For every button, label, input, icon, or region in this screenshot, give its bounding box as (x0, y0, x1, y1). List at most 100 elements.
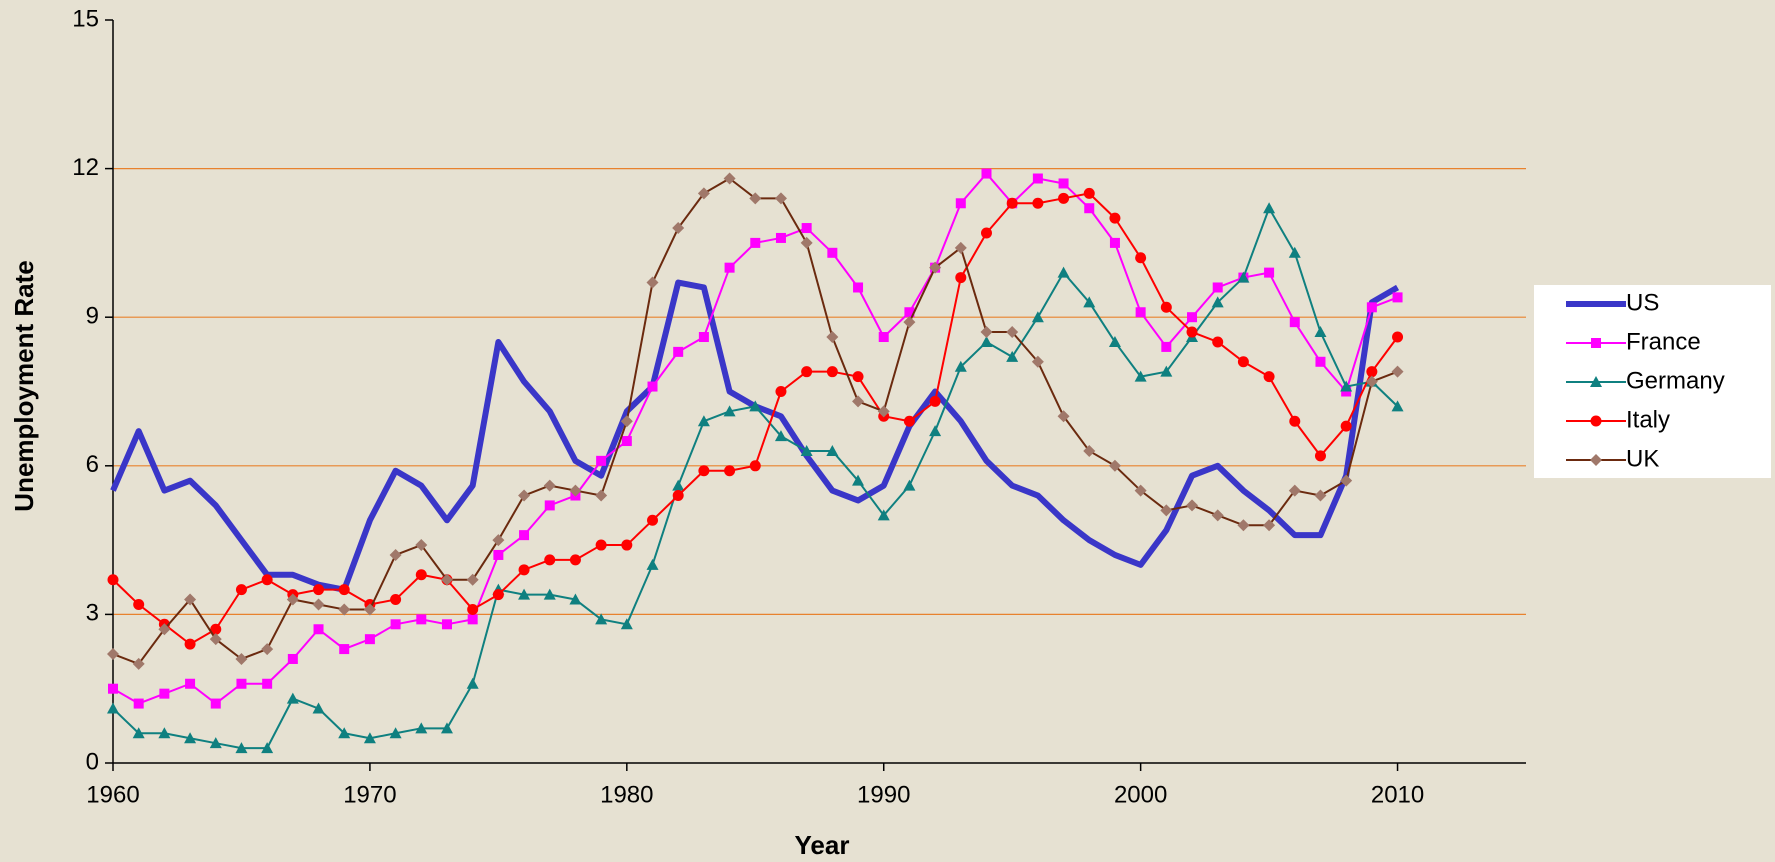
marker (697, 187, 710, 200)
marker (518, 588, 531, 600)
marker (826, 444, 839, 456)
marker (647, 514, 659, 526)
marker (492, 534, 505, 547)
marker (903, 316, 916, 329)
marker (1160, 301, 1172, 313)
marker (955, 198, 966, 209)
marker (338, 603, 351, 616)
marker (1135, 252, 1147, 264)
marker (955, 272, 967, 284)
marker (853, 282, 864, 293)
marker (980, 326, 993, 339)
marker (1263, 371, 1275, 383)
marker (158, 623, 171, 636)
marker (826, 331, 839, 344)
marker (1237, 356, 1249, 368)
marker (1263, 519, 1276, 532)
marker (878, 332, 889, 343)
marker (184, 638, 196, 650)
marker (312, 598, 325, 611)
marker (1108, 335, 1121, 347)
marker (646, 558, 659, 570)
marker (441, 619, 452, 630)
marker (132, 657, 145, 670)
y-tick-label: 15 (72, 5, 99, 32)
marker (775, 232, 786, 243)
marker (647, 381, 658, 392)
marker (774, 192, 787, 205)
marker (210, 698, 221, 709)
marker (1057, 410, 1070, 423)
marker (1058, 192, 1070, 204)
marker (749, 192, 762, 205)
marker (518, 564, 530, 576)
marker (1084, 203, 1095, 214)
marker (877, 509, 890, 521)
marker (698, 465, 710, 477)
marker (672, 222, 685, 235)
legend-label: Germany (1626, 367, 1725, 394)
marker (852, 371, 864, 383)
x-tick-label: 2000 (1114, 781, 1167, 808)
marker (312, 702, 325, 714)
marker (1237, 519, 1250, 532)
marker (133, 698, 144, 709)
marker (904, 307, 915, 318)
marker (1083, 187, 1095, 199)
marker (107, 648, 119, 661)
marker (1263, 202, 1276, 214)
marker (724, 262, 735, 273)
marker (416, 614, 427, 625)
marker (1340, 420, 1352, 432)
marker (673, 346, 684, 357)
marker (595, 489, 608, 502)
marker (1392, 292, 1403, 303)
x-tick-label: 1990 (857, 781, 910, 808)
marker (1058, 178, 1069, 189)
marker (954, 241, 967, 254)
marker (1057, 266, 1070, 278)
marker (1083, 296, 1096, 308)
marker (262, 678, 273, 689)
marker (1289, 317, 1300, 328)
marker (981, 168, 992, 179)
marker (1006, 326, 1019, 339)
y-tick-label: 6 (86, 451, 99, 478)
marker (827, 247, 838, 258)
x-tick-label: 1960 (86, 781, 139, 808)
marker (877, 405, 890, 418)
marker (543, 588, 556, 600)
marker (1289, 415, 1301, 427)
marker (364, 634, 375, 645)
marker (1237, 271, 1250, 283)
marker (1186, 326, 1198, 338)
marker (261, 742, 274, 754)
marker (1314, 326, 1327, 338)
marker (261, 574, 273, 586)
marker (363, 732, 376, 744)
marker (774, 430, 787, 442)
marker (235, 584, 247, 596)
marker (1590, 454, 1602, 466)
marker (1366, 366, 1378, 378)
marker (467, 614, 478, 625)
marker (980, 335, 993, 347)
y-tick-label: 3 (86, 600, 99, 627)
marker (466, 573, 479, 586)
marker (1288, 246, 1301, 258)
marker (1365, 375, 1378, 388)
marker (184, 732, 197, 744)
marker (210, 623, 222, 635)
marker (1392, 331, 1404, 343)
legend-label: Italy (1626, 406, 1670, 433)
marker (801, 366, 813, 378)
marker (620, 618, 633, 630)
y-tick-label: 9 (86, 303, 99, 330)
marker (903, 415, 915, 427)
marker (389, 548, 402, 561)
marker (750, 237, 761, 248)
marker (108, 683, 118, 694)
marker (1315, 356, 1326, 367)
marker (440, 722, 453, 734)
y-tick-label: 12 (72, 154, 99, 181)
